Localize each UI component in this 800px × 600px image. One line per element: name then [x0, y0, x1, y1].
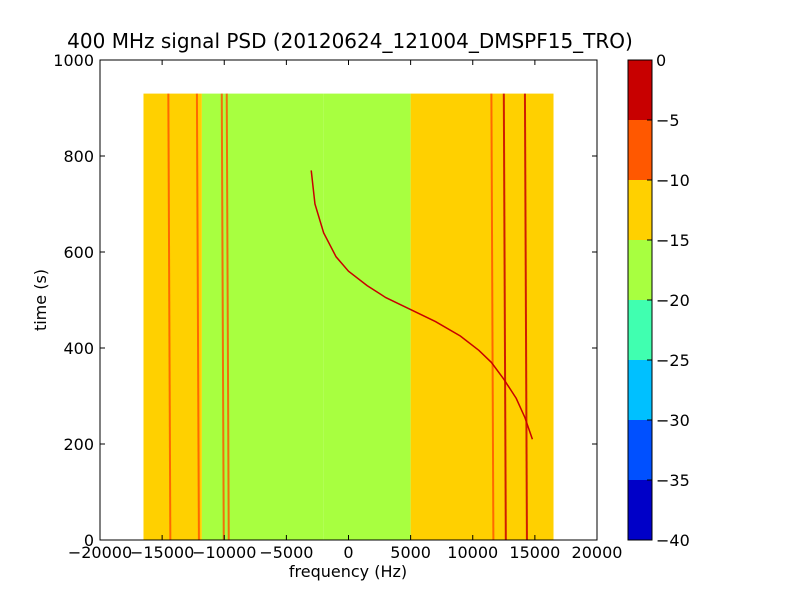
x-tick-label: −5000: [259, 543, 313, 562]
colorbar-level: [628, 360, 652, 420]
x-axis-ticks: −20000−15000−10000 −5000 0 5000 10000 15000 20…: [68, 60, 623, 562]
vertical-signal-line: [220, 93, 225, 541]
x-tick-label: 20000: [572, 543, 623, 562]
colorbar-level: [628, 300, 652, 360]
colorbar-level: [628, 420, 652, 480]
colorbar-level: [628, 480, 652, 540]
colorbar-level: [628, 180, 652, 240]
x-tick-label: 0: [343, 543, 353, 562]
y-tick-label: 1000: [53, 51, 94, 70]
colorbar-tick-label: 0: [656, 51, 666, 70]
colorbar-tick-label: −25: [656, 351, 690, 370]
colorbar-tick-label: −35: [656, 471, 690, 490]
colorbar-tick-label: −5: [656, 111, 680, 130]
colorbar-tick-label: −40: [656, 531, 690, 550]
vertical-signal-line: [225, 93, 230, 541]
colorbar: 0 −5 −10 −15 −20 −25 −30 −35 −40: [627, 51, 690, 550]
x-tick-label: −20000: [68, 543, 132, 562]
x-tick-label: −15000: [130, 543, 194, 562]
heatmap-layer: [143, 93, 554, 541]
x-axis-label: frequency (Hz): [289, 562, 407, 581]
vertical-signal-line: [490, 93, 495, 541]
x-tick-label: 5000: [390, 543, 431, 562]
vertical-signal-line: [502, 93, 507, 541]
heatmap-band: [323, 93, 411, 540]
x-tick-label: −10000: [192, 543, 256, 562]
colorbar-tick-label: −15: [656, 231, 690, 250]
y-axis-label: time (s): [31, 269, 50, 331]
y-tick-label: 800: [63, 147, 94, 166]
vertical-signal-line: [195, 93, 200, 541]
vertical-signal-line: [523, 93, 528, 541]
heatmap-band: [143, 93, 202, 540]
colorbar-level: [628, 60, 652, 120]
heatmap-band: [201, 93, 324, 540]
colorbar-tick-label: −10: [656, 171, 690, 190]
y-axis-ticks: 0 200 400 600 800 1000: [53, 51, 597, 550]
heatmap-band: [410, 93, 554, 540]
y-tick-label: 0: [84, 531, 94, 550]
colorbar-tick-label: −30: [656, 411, 690, 430]
vertical-signal-line: [167, 93, 172, 541]
x-tick-label: 10000: [447, 543, 498, 562]
plot-area: −20000−15000−10000 −5000 0 5000 10000 15000 20…: [53, 51, 622, 562]
colorbar-tick-label: −20: [656, 291, 690, 310]
colorbar-level: [628, 240, 652, 300]
x-tick-label: 15000: [509, 543, 560, 562]
colorbar-ticks: 0 −5 −10 −15 −20 −25 −30 −35 −40: [647, 51, 690, 550]
colorbar-levels: [628, 60, 652, 540]
y-tick-label: 400: [63, 339, 94, 358]
y-tick-label: 600: [63, 243, 94, 262]
doppler-signal-trace: [310, 170, 534, 440]
colorbar-level: [628, 120, 652, 180]
y-tick-label: 200: [63, 435, 94, 454]
chart-title: 400 MHz signal PSD (20120624_121004_DMSP…: [67, 29, 633, 53]
